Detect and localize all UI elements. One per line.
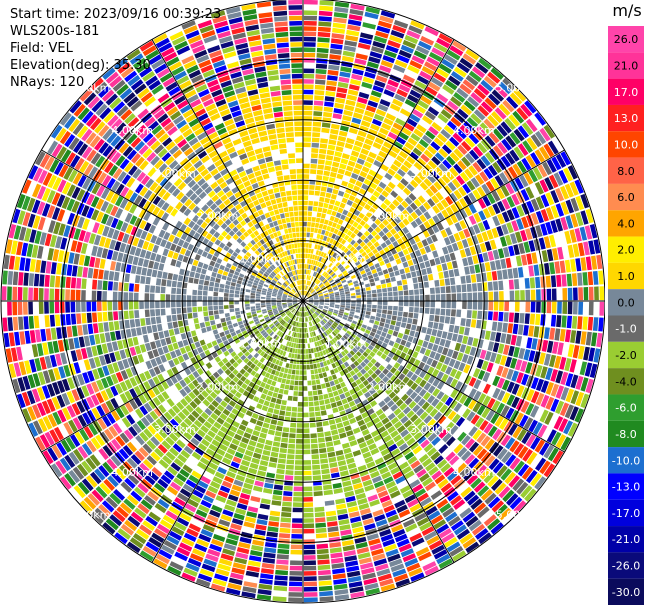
colorbar-box [608,210,644,237]
colorbar-tick-label: -13.0 [612,481,640,494]
nrays-label: NRays: 120 [10,75,85,90]
range-ring-label: 2.00km [368,210,410,223]
field-label: Field: VEL [10,41,73,56]
colorbar-box [608,473,644,500]
velocity-cells [1,0,605,603]
azimuth-line [302,39,455,302]
range-ring-label: 3.00km [410,167,452,180]
velocity-cell-group [7,5,589,599]
colorbar-tick-label: -10.0 [612,454,640,467]
colorbar-box [608,578,644,605]
velocity-cell-group [7,6,583,601]
colorbar-boxes: 26.0 21.0 17.0 13.0 10.0 8.0 6.0 4.0 2.0 1.0 0.0 -1… [608,26,644,605]
colorbar-box [608,131,644,158]
azimuth-line [41,149,304,302]
azimuth-line [302,300,455,563]
azimuth-line [151,300,304,563]
range-ring-label: 2.00km [197,210,239,223]
colorbar-box [608,315,644,342]
range-ring-labels: 1.00km 1.00km 1.00km 1.00km 2.00km 2.00km 2.00… [69,82,538,522]
colorbar-tick-label: 21.0 [614,59,639,72]
colorbar-box [608,526,644,553]
velocity-cell-group [17,0,590,602]
colorbar-box [608,289,644,316]
velocity-cell-group [8,3,585,577]
colorbar-tick-label: 17.0 [614,86,639,99]
range-ring-label: 5.00km [496,509,538,522]
colorbar-tick-label: 1.0 [617,270,635,283]
colorbar-box [608,183,644,211]
azimuth-line [302,300,565,453]
azimuth-lines [1,0,605,603]
range-ring-label: 5.00km [496,82,538,95]
colorbar-box [608,368,644,395]
range-ring-label: 3.00km [154,423,196,436]
colorbar-box [608,552,644,579]
colorbar-tick-label: -2.0 [615,349,636,362]
colorbar-box [608,104,644,132]
colorbar-tick-label: 2.0 [617,244,635,257]
colorbar-box [608,52,644,79]
colorbar-tick-label: 0.0 [617,296,635,309]
range-ring-label: 3.00km [410,423,452,436]
range-ring-label: 5.00km [69,509,111,522]
range-ring-label: 3.00km [154,167,196,180]
range-ring-label: 2.00km [197,380,239,393]
colorbar-tick-label: 26.0 [614,33,639,46]
colorbar-tick-label: 4.0 [617,217,635,230]
colorbar-tick-label: -26.0 [612,560,640,573]
colorbar: m/s 26.0 21.0 17.0 13.0 10.0 8.0 6.0 4.0 2.0 1.0 0… [608,1,644,605]
azimuth-line [151,39,304,302]
range-ring-label: 4.00km [453,466,495,479]
colorbar-tick-label: 6.0 [617,191,635,204]
colorbar-box [608,394,644,421]
colorbar-box [608,26,644,53]
colorbar-tick-label: -4.0 [615,375,636,388]
colorbar-tick-label: 8.0 [617,165,635,178]
ppi-plot: 1.00km 1.00km 1.00km 1.00km 2.00km 2.00km 2.00… [0,0,605,604]
colorbar-box [608,236,644,263]
colorbar-box [608,157,644,184]
colorbar-box [608,420,644,448]
range-ring-label: 1.00km [325,338,367,351]
colorbar-tick-label: -8.0 [615,428,636,441]
range-ring-label: 4.00km [453,124,495,137]
colorbar-box [608,262,644,290]
range-ring-label: 1.00km [240,338,282,351]
colorbar-tick-label: -17.0 [612,507,640,520]
colorbar-box [608,78,644,105]
colorbar-tick-label: 10.0 [614,138,639,151]
colorbar-tick-label: -21.0 [612,533,640,546]
range-ring-label: 2.00km [368,380,410,393]
colorbar-tick-label: -30.0 [612,586,640,599]
colorbar-unit: m/s [612,1,641,20]
start-time-label: Start time: 2023/09/16 00:39:23 [10,7,222,22]
elevation-label: Elevation(deg): 35.30 [10,58,151,73]
colorbar-tick-label: -6.0 [615,402,636,415]
colorbar-box [608,341,644,369]
azimuth-line [41,300,304,453]
range-ring-label: 4.00km [111,466,153,479]
range-ring-label: 4.00km [111,124,153,137]
colorbar-box [608,447,644,474]
plot-info: Start time: 2023/09/16 00:39:23 WLS200s-… [10,6,221,91]
colorbar-box [608,499,644,527]
colorbar-tick-label: 13.0 [614,112,639,125]
colorbar-tick-label: -1.0 [615,323,636,336]
azimuth-line [302,149,565,302]
range-ring-label: 1.00km [325,252,367,265]
range-ring-label: 1.00km [240,252,282,265]
instrument-label: WLS200s-181 [10,24,100,39]
range-ring-label: 5.00km [69,82,111,95]
